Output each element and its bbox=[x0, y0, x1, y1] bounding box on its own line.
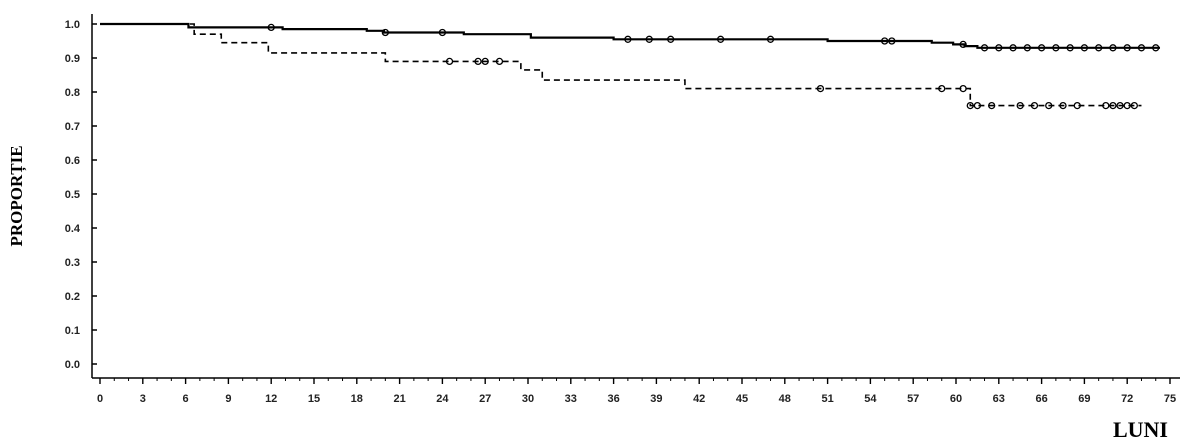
x-axis: 0 3 6 9 12 15 18 21 24 27 30 33 36 39 42 45 48 51 54 57 60 63… bbox=[92, 377, 1180, 405]
x-tick-label: 66 bbox=[1035, 393, 1047, 405]
series-1-censor-mark bbox=[624, 35, 632, 43]
series-1-censor-mark bbox=[980, 44, 989, 52]
x-tick-label: 3 bbox=[140, 393, 146, 405]
x-tick-label: 24 bbox=[436, 393, 449, 405]
series-2-censor-mark bbox=[966, 101, 974, 110]
x-tick-label: 33 bbox=[565, 393, 577, 405]
series-2-censor-mark bbox=[816, 84, 825, 93]
series-2-censor-mark bbox=[1109, 101, 1117, 110]
series-1-censor-mark bbox=[1009, 44, 1017, 52]
series-1-censor-mark bbox=[716, 35, 725, 43]
series-2-censor-mark bbox=[495, 57, 504, 66]
x-tick-label: 6 bbox=[183, 393, 189, 405]
series-1-censor-mark bbox=[1080, 44, 1089, 52]
series-2-censor-mark bbox=[1059, 101, 1067, 110]
series-1-censor-mark bbox=[1123, 44, 1131, 52]
x-tick-label: 63 bbox=[993, 393, 1005, 405]
series-2-censor-mark bbox=[445, 57, 454, 66]
series-1-censor-mark bbox=[1109, 44, 1117, 52]
series-2-censor-mark bbox=[1116, 101, 1124, 110]
y-tick-label: 0.8 bbox=[65, 87, 80, 99]
series-1-censor-mark bbox=[1023, 44, 1031, 52]
series-2-line bbox=[100, 23, 1142, 107]
y-tick-label: 0.4 bbox=[65, 223, 81, 235]
x-tick-label: 18 bbox=[351, 393, 363, 405]
series-1-censor-mark bbox=[1052, 44, 1060, 52]
y-tick-label: 1.0 bbox=[65, 19, 80, 31]
x-tick-label: 48 bbox=[779, 393, 791, 405]
series-2-censor-mark bbox=[938, 84, 946, 93]
plot-area bbox=[100, 22, 1161, 110]
series-2-censor-mark bbox=[1030, 101, 1039, 110]
y-tick-label: 0.7 bbox=[65, 121, 80, 133]
series-1-censor-mark bbox=[1137, 44, 1146, 52]
series-2-censor-mark bbox=[1130, 101, 1138, 110]
x-tick-label: 36 bbox=[607, 393, 619, 405]
x-tick-label: 12 bbox=[265, 393, 277, 405]
series-2-censor-mark bbox=[1102, 101, 1110, 110]
series-1-censor-mark bbox=[766, 35, 775, 43]
y-tick-label: 0.2 bbox=[65, 291, 80, 303]
y-tick-label: 0.1 bbox=[65, 325, 80, 337]
x-tick-label: 42 bbox=[693, 393, 705, 405]
series-1-censor-mark bbox=[438, 28, 447, 37]
series-2-censor-mark bbox=[988, 101, 996, 110]
y-tick-label: 0.5 bbox=[65, 189, 80, 201]
series-1-censor-mark bbox=[1037, 44, 1046, 52]
series-1-censor-mark bbox=[995, 44, 1003, 52]
y-tick-label: 0.9 bbox=[65, 53, 80, 65]
series-1-censor-mark bbox=[888, 37, 896, 45]
x-tick-label: 27 bbox=[479, 393, 491, 405]
y-axis: 0.0 0.1 0.2 0.3 0.4 0.5 0.6 0.7 0.8 0.9 1.0 bbox=[65, 14, 97, 378]
series-2-censor-mark bbox=[1073, 101, 1081, 110]
series-1-censor-mark bbox=[667, 35, 675, 43]
y-tick-label: 0.3 bbox=[65, 257, 80, 269]
x-tick-label: 45 bbox=[736, 393, 748, 405]
series-1-censor-mark bbox=[881, 37, 889, 45]
x-tick-label: 69 bbox=[1078, 393, 1090, 405]
series-1-censor-mark bbox=[645, 35, 653, 43]
y-tick-label: 0.6 bbox=[65, 155, 80, 167]
x-tick-label: 0 bbox=[97, 393, 103, 405]
series-2-censor-mark bbox=[959, 84, 967, 93]
y-tick-label: 0.0 bbox=[65, 359, 80, 371]
x-tick-label: 9 bbox=[225, 393, 231, 405]
x-tick-label: 72 bbox=[1121, 393, 1133, 405]
x-tick-label: 39 bbox=[650, 393, 662, 405]
series-1-censor-mark bbox=[959, 40, 967, 49]
series-2-censor-mark bbox=[973, 101, 982, 110]
series-1-censor-mark bbox=[267, 23, 275, 32]
x-tick-label: 54 bbox=[864, 393, 877, 405]
x-tick-label: 57 bbox=[907, 393, 919, 405]
series-2-censor-mark bbox=[1123, 101, 1131, 110]
series-2-censor-mark bbox=[1045, 101, 1053, 110]
series-1-censor-mark bbox=[381, 28, 389, 37]
x-tick-label: 15 bbox=[308, 393, 320, 405]
y-axis-title: PROPORȚIE bbox=[7, 145, 27, 246]
series-2-censor-mark bbox=[1016, 101, 1024, 110]
x-tick-label: 60 bbox=[950, 393, 962, 405]
x-tick-label: 21 bbox=[393, 393, 405, 405]
series-1-censor-mark bbox=[1152, 44, 1160, 52]
x-tick-label: 51 bbox=[821, 393, 833, 405]
series-1-line bbox=[100, 22, 1161, 49]
series-2-censor-mark bbox=[474, 57, 482, 66]
x-tick-label: 30 bbox=[522, 393, 534, 405]
series-1-censor-mark bbox=[1095, 44, 1103, 52]
x-axis-title: LUNI bbox=[1113, 417, 1168, 438]
x-tick-label: 75 bbox=[1164, 393, 1176, 405]
series-1-censor-mark bbox=[1066, 44, 1074, 52]
series-2-censor-mark bbox=[481, 57, 489, 66]
